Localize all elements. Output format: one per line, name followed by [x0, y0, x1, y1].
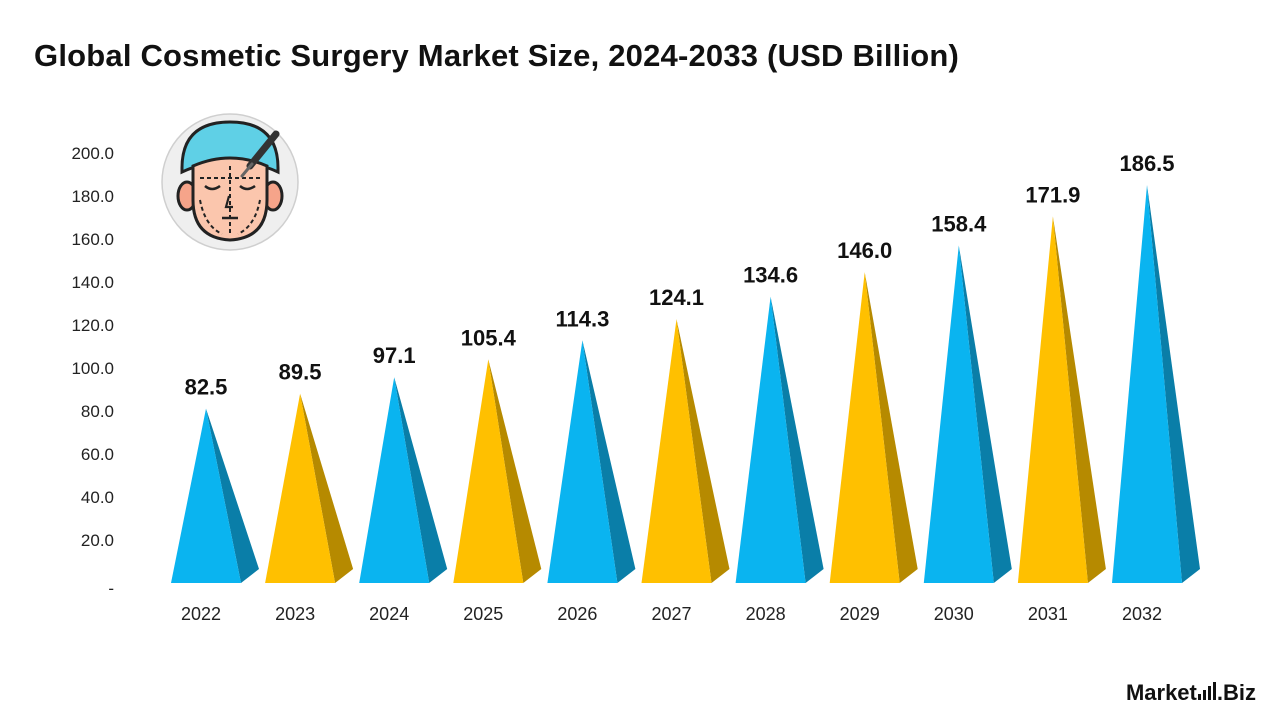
bar-2025	[453, 359, 542, 583]
bar-side-face	[300, 393, 354, 583]
y-tick-label: 80.0	[81, 402, 114, 421]
y-axis: - 20.0 40.0 60.0 80.0 100.0 120.0 140.0 160.0 180…	[71, 144, 114, 598]
bars	[171, 185, 1200, 584]
bar-front-face	[829, 272, 900, 583]
data-label: 186.5	[1119, 151, 1174, 176]
y-tick-label: 40.0	[81, 488, 114, 507]
bar-2029	[829, 272, 918, 583]
bar-2022	[171, 408, 259, 583]
bar-front-face	[641, 319, 712, 583]
x-tick-label: 2030	[934, 604, 974, 624]
bar-front-face	[453, 359, 524, 583]
y-tick-label: 20.0	[81, 531, 114, 550]
bar-2027	[641, 319, 730, 583]
brand-name-right: .Biz	[1216, 680, 1256, 705]
brand-name-left: Market	[1125, 680, 1197, 705]
bar-front-face	[1017, 216, 1088, 584]
bar-side-face	[864, 272, 918, 583]
bar-front-face	[265, 393, 336, 583]
x-tick-label: 2026	[557, 604, 597, 624]
y-tick-label: 180.0	[71, 187, 114, 206]
y-tick-label: 120.0	[71, 316, 114, 335]
bar-2024	[359, 377, 448, 583]
x-tick-label: 2023	[275, 604, 315, 624]
bar-side-face	[582, 340, 636, 583]
bar-front-face	[547, 340, 618, 583]
bar-2026	[547, 340, 636, 583]
bar-front-face	[171, 408, 241, 583]
data-label: 171.9	[1025, 182, 1080, 207]
brand-logo: Market .Biz	[1126, 680, 1256, 706]
bar-side-face	[676, 319, 730, 583]
bar-front-face	[359, 377, 430, 583]
x-tick-label: 2025	[463, 604, 503, 624]
bar-2031	[1017, 216, 1106, 584]
y-tick-label: 140.0	[71, 273, 114, 292]
data-label: 89.5	[279, 360, 322, 385]
brand-bars-icon	[1197, 682, 1216, 700]
x-tick-label: 2024	[369, 604, 409, 624]
x-tick-label: 2027	[651, 604, 691, 624]
data-label: 97.1	[373, 343, 416, 368]
data-label: 146.0	[837, 238, 892, 263]
data-labels: 82.5 89.5 97.1 105.4 114.3 124.1 134.6 146.0 158…	[185, 151, 1175, 400]
y-tick-label: 100.0	[71, 359, 114, 378]
bar-side-face	[206, 408, 259, 583]
bar-front-face	[735, 296, 806, 583]
bar-side-face	[1147, 185, 1200, 583]
y-tick-label: -	[108, 579, 114, 598]
data-label: 114.3	[555, 306, 609, 331]
bar-side-face	[488, 359, 542, 583]
chart-title: Global Cosmetic Surgery Market Size, 202…	[34, 38, 960, 73]
x-tick-label: 2022	[181, 604, 221, 624]
data-label: 82.5	[185, 375, 228, 400]
data-label: 105.4	[461, 325, 517, 350]
data-label: 124.1	[649, 285, 704, 310]
bar-2032	[1112, 185, 1200, 583]
y-tick-label: 200.0	[71, 144, 114, 163]
bar-2028	[735, 296, 824, 583]
bar-side-face	[1052, 216, 1106, 584]
y-tick-label: 60.0	[81, 445, 114, 464]
x-axis: 2022 2023 2024 2025 2026 2027 2028 2029 2030 2031…	[181, 604, 1162, 624]
bar-side-face	[770, 296, 824, 583]
face-surgery-icon	[161, 113, 299, 251]
bar-side-face	[958, 245, 1012, 583]
data-label: 158.4	[931, 211, 987, 236]
bar-2030	[923, 245, 1012, 583]
bar-2023	[265, 393, 354, 583]
bar-front-face	[1112, 185, 1182, 583]
x-tick-label: 2029	[840, 604, 880, 624]
bar-front-face	[923, 245, 994, 583]
bar-side-face	[394, 377, 448, 583]
data-label: 134.6	[743, 263, 798, 288]
y-tick-label: 160.0	[71, 230, 114, 249]
x-tick-label: 2032	[1122, 604, 1162, 624]
x-tick-label: 2028	[746, 604, 786, 624]
x-tick-label: 2031	[1028, 604, 1068, 624]
